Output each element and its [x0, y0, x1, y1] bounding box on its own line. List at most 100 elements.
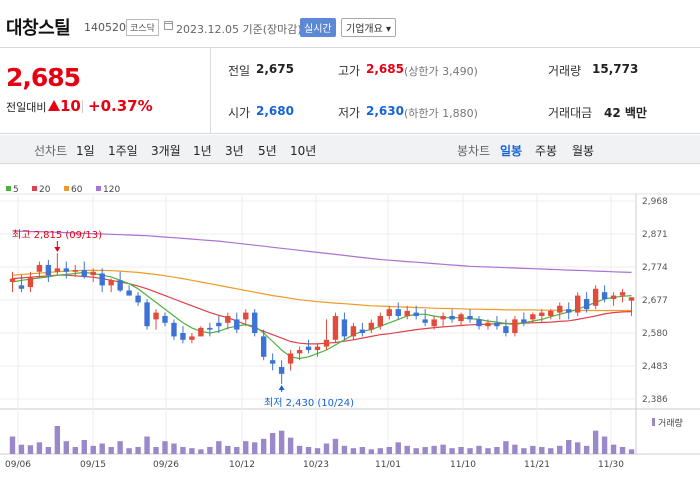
volume-bar [503, 441, 509, 454]
volume-bar [198, 449, 204, 454]
volume-bar [27, 445, 34, 454]
x-tick-label: 11/30 [598, 460, 624, 470]
tab-weekly[interactable]: 주봉 [535, 144, 558, 158]
y-tick-label: 2,968 [642, 197, 668, 207]
candle-body [494, 322, 500, 327]
volume-bar [440, 444, 446, 454]
tab-monthly[interactable]: 월봉 [572, 144, 595, 158]
candle-body [557, 305, 563, 313]
candle-body [162, 315, 168, 323]
volume-bar [99, 443, 105, 454]
tab-5y[interactable]: 5년 [258, 144, 277, 158]
realtime-button[interactable]: 실시간 [300, 18, 336, 37]
volume-bar [216, 441, 222, 454]
candle-body [269, 360, 276, 364]
candle-body [36, 264, 43, 272]
candle-body [260, 336, 267, 357]
legend-ma60: 60 [64, 185, 82, 195]
volume-bar [305, 447, 312, 454]
tab-3y[interactable]: 3년 [225, 144, 244, 158]
candle-body [449, 315, 455, 320]
stock-code: 140520 [84, 21, 126, 34]
candle-body [243, 312, 249, 320]
change-amount: 10 [60, 97, 81, 115]
candle-body [485, 322, 491, 327]
candle-body [395, 309, 401, 316]
amount-label: 거래대금 [548, 106, 593, 120]
tab-1y[interactable]: 1년 [193, 144, 212, 158]
volume-bar [260, 438, 267, 454]
candle-body [440, 315, 446, 320]
volume-value: 15,773 [592, 62, 639, 76]
volume-bar [323, 443, 330, 454]
x-tick-label: 10/23 [303, 460, 329, 470]
candle-body [144, 302, 150, 327]
volume-bar [368, 449, 375, 454]
volume-bar [225, 445, 231, 454]
candle-body [72, 270, 78, 272]
tab-daily[interactable]: 일봉 [500, 144, 523, 158]
volume-bar [45, 447, 52, 454]
volume-bar [413, 448, 419, 454]
legend-ma120: 120 [96, 185, 120, 195]
change-percent: +0.37% [88, 97, 153, 115]
volume-legend-swatch [652, 418, 655, 426]
candle-body [628, 297, 635, 301]
candle-body [135, 295, 141, 303]
candle-body [404, 310, 410, 316]
candle-body [189, 336, 195, 340]
candle-body [458, 314, 464, 322]
candle-body [287, 353, 294, 364]
volume-bar [36, 442, 43, 454]
volume-bar [341, 445, 348, 454]
y-tick-label: 2,483 [642, 362, 668, 372]
candle-chart-title: 봉차트 [457, 144, 491, 158]
volume-label: 거래량 [548, 64, 582, 78]
volume-bar [180, 447, 186, 454]
volume-bar [234, 447, 240, 454]
volume-bar [494, 447, 500, 454]
volume-bar [153, 447, 159, 454]
candle-body [368, 322, 375, 330]
current-price: 2,685 [6, 63, 81, 92]
ma60-line [12, 269, 632, 312]
volume-bar [252, 442, 258, 454]
tab-10y[interactable]: 10년 [290, 144, 317, 158]
high-marker-arrow [54, 247, 61, 253]
volume-bar [72, 447, 78, 454]
stock-name: 대창스틸 [6, 18, 71, 39]
company-overview-button[interactable]: 기업개요 ▾ [341, 18, 396, 37]
candle-body [503, 326, 509, 333]
volume-bar [278, 430, 285, 454]
volume-bar [189, 448, 195, 454]
candle-body [117, 280, 123, 291]
candle-body [45, 264, 52, 276]
candle-body [539, 312, 545, 316]
tab-1w[interactable]: 1주일 [108, 144, 138, 158]
tab-1d[interactable]: 1일 [76, 144, 95, 158]
volume-bar [117, 441, 123, 454]
candle-body [153, 312, 159, 320]
volume-bar [135, 447, 141, 454]
price-chart-svg: 2,968 2,871 2,774 2,677 2,580 2,483 2,386 09/06… [0, 193, 700, 470]
candle-body [548, 310, 554, 316]
candle-body [512, 319, 518, 333]
volume-bar [449, 448, 455, 454]
candle-body [198, 327, 204, 337]
x-tick-label: 11/10 [450, 460, 476, 470]
volume-bar [108, 447, 114, 454]
y-tick-label: 2,677 [642, 296, 668, 306]
candle-body [225, 315, 231, 323]
tab-3m[interactable]: 3개월 [151, 144, 181, 158]
candle-body [81, 270, 87, 277]
volume-bar [63, 441, 70, 454]
volume-bar [512, 444, 518, 454]
low-value: 2,630 [366, 104, 404, 118]
volume-bar [377, 448, 384, 454]
volume-bar [619, 447, 626, 454]
volume-bar [162, 441, 168, 454]
candle-body [171, 322, 177, 337]
candle-body [574, 295, 581, 313]
high-value: 2,685 [366, 62, 404, 76]
candle-body [422, 319, 428, 323]
